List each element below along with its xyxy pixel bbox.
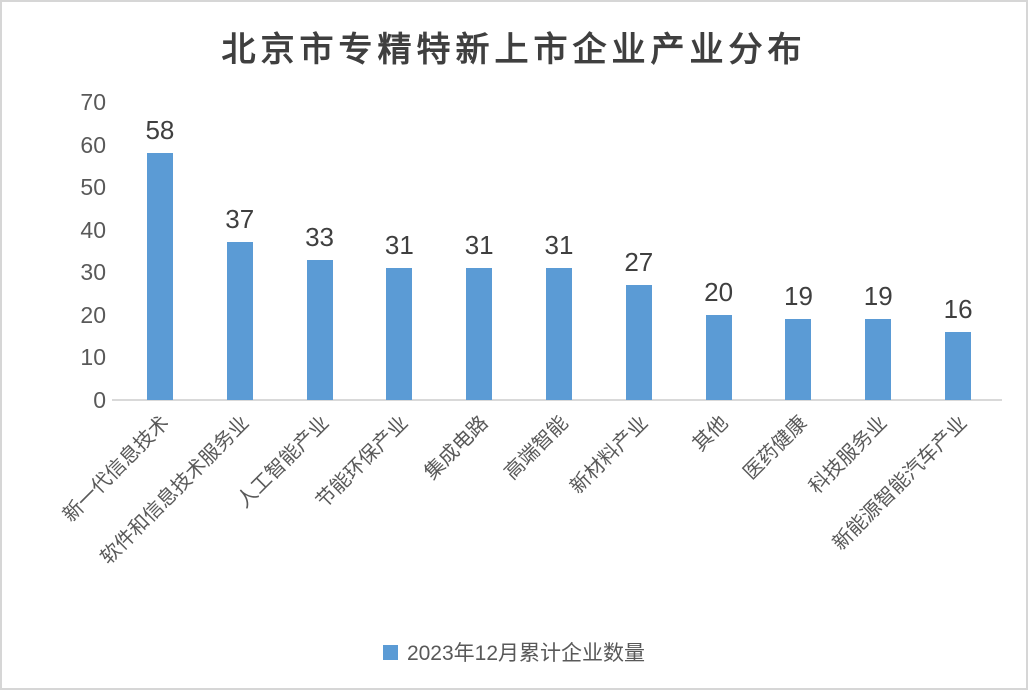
y-axis-tick-label: 50 [80,174,106,201]
bar [705,314,732,400]
bar [945,331,972,400]
chart-title: 北京市专精特新上市企业产业分布 [221,31,807,69]
y-axis-tick-label: 60 [80,131,106,158]
y-axis-tick-label: 30 [80,259,106,286]
bar [386,268,413,400]
y-axis-tick-label: 20 [80,301,106,328]
bar [306,259,333,400]
bar-value-label: 27 [624,247,654,278]
bar-value-label: 19 [863,281,893,312]
y-axis-tick-label: 70 [80,89,106,115]
legend-series-label: 2023年12月累计企业数量 [406,642,646,665]
bar [546,268,572,400]
bar-value-label: 31 [544,230,574,261]
bar-value-label: 37 [225,204,255,235]
bar-value-label: 20 [704,276,734,307]
bar-value-label: 19 [783,281,813,312]
bar-value-label: 31 [464,230,494,261]
y-axis-tick-label: 10 [80,344,106,371]
bar-value-label: 33 [305,221,334,252]
legend: 2023年12月累计企业数量 [2,637,1026,667]
bar [785,319,812,400]
bar [226,242,253,400]
bar-value-label: 31 [384,230,414,261]
x-axis-line [112,399,1002,401]
legend-color-swatch-icon [382,644,398,660]
bar [146,153,173,400]
bar-value-label: 16 [943,293,973,324]
y-axis-tick-label: 40 [80,216,106,243]
bar [865,319,892,400]
bar [625,285,652,400]
y-axis-tick-label: 0 [93,387,106,413]
bar [466,268,493,400]
bar-value-label: 58 [145,115,175,146]
